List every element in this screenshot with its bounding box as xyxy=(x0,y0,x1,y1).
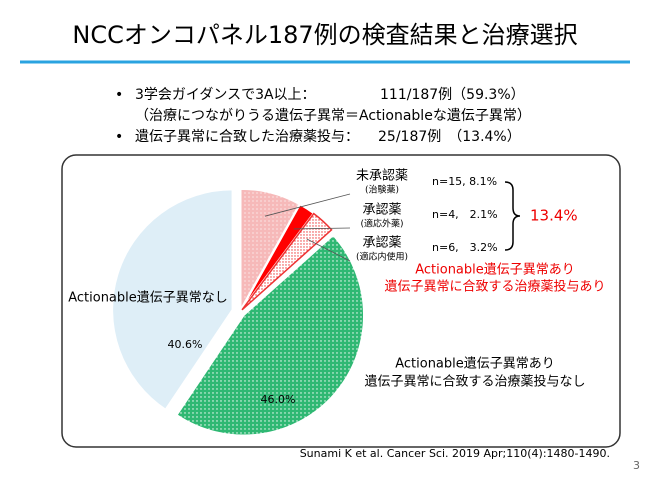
category-sublabel: 遺伝子異常に合致する治療薬投与なし xyxy=(364,374,585,390)
category-label: 承認薬 xyxy=(362,202,401,218)
pie-slice xyxy=(241,212,333,311)
bullet-dot: • xyxy=(115,129,123,145)
category-label: 承認薬 xyxy=(362,235,401,251)
category-label: Actionable遺伝子異常あり xyxy=(395,357,555,372)
pie-slice xyxy=(111,188,234,411)
bullet-value: 111/187例（59.3%） xyxy=(380,87,525,103)
category-sublabel: (適応外薬) xyxy=(360,218,403,230)
bullet-text: 遺伝子異常に合致した治療薬投与： xyxy=(135,128,359,145)
total-label: 13.4% xyxy=(530,207,578,225)
value-label: n=4, 2.1% xyxy=(432,208,498,221)
leader-line xyxy=(293,227,351,230)
bullet-text: （治療につながりうる遺伝子異常＝Actionableな遺伝子異常） xyxy=(135,107,531,124)
category-sublabel: (適応内使用) xyxy=(356,251,408,263)
citation: Sunami K et al. Cancer Sci. 2019 Apr;110… xyxy=(300,447,610,460)
value-label: 46.0% xyxy=(261,393,296,406)
category-label: 未承認薬 xyxy=(356,168,408,184)
brace xyxy=(504,181,521,251)
value-label: n=6, 3.2% xyxy=(432,241,498,254)
value-label: n=15, 8.1% xyxy=(432,175,497,188)
pie-slice xyxy=(240,188,301,312)
bullet-text: 3学会ガイダンスで3A以上： xyxy=(135,87,316,103)
value-label: 40.6% xyxy=(168,338,203,351)
page-number: 3 xyxy=(633,459,640,472)
chart-frame xyxy=(61,154,621,448)
leader-line xyxy=(264,193,351,217)
pie-slice xyxy=(175,234,365,437)
category-sublabel: (治験薬) xyxy=(365,184,399,196)
category-label: Actionable遺伝子異常なし xyxy=(68,291,228,306)
title: NCCオンコパネル187例の検査結果と治療選択 xyxy=(72,21,577,49)
bullet-dot: • xyxy=(115,87,123,103)
group-label: 遺伝子異常に合致する治療薬投与あり xyxy=(384,279,605,295)
bullet-value: 25/187例 （13.4%） xyxy=(378,129,521,145)
leader-line xyxy=(306,238,351,262)
group-label: Actionable遺伝子異常あり xyxy=(415,263,575,278)
